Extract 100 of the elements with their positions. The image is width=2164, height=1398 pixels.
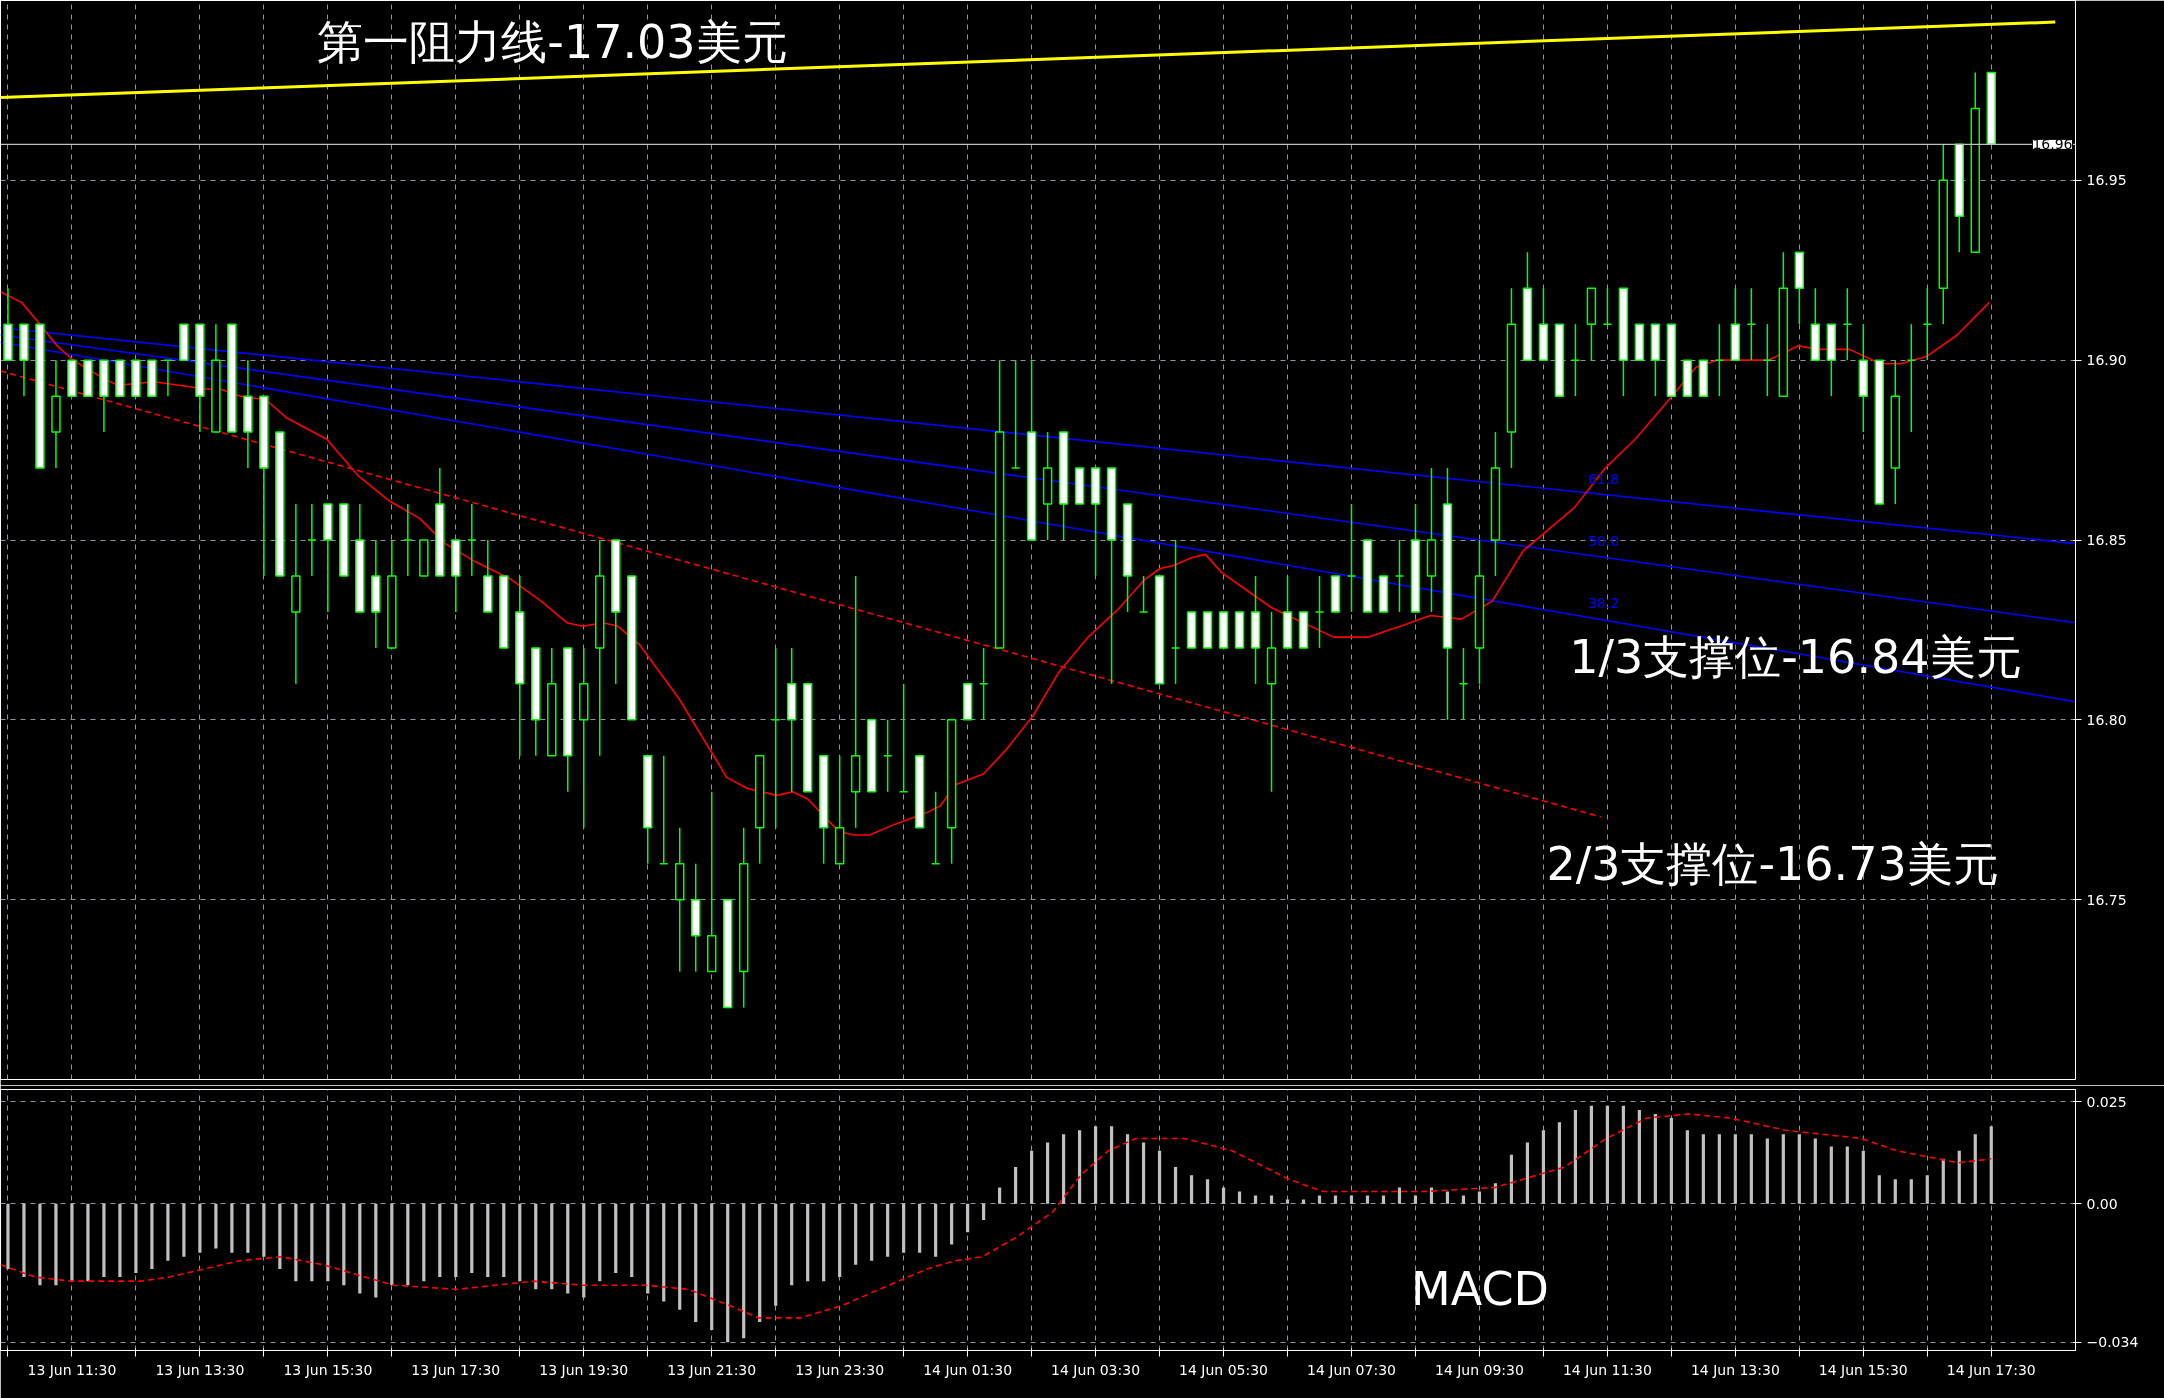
bar xyxy=(198,1203,202,1253)
bar xyxy=(1349,1195,1354,1204)
bar xyxy=(150,1203,154,1269)
x-tick-label: 14 Jun 07:30 xyxy=(1307,1361,1396,1378)
bar xyxy=(470,1203,474,1274)
x-tick-label: 14 Jun 11:30 xyxy=(1562,1361,1652,1378)
bar xyxy=(1877,1175,1881,1204)
annotation: 第一阻力线-17.03美元 xyxy=(317,14,788,69)
bar xyxy=(422,1203,426,1282)
y-tick-label: −0.034 xyxy=(2086,1334,2139,1351)
bar xyxy=(6,1203,10,1269)
bar xyxy=(22,1203,26,1278)
bar xyxy=(1893,1179,1897,1204)
bar xyxy=(1957,1150,1961,1204)
bar xyxy=(678,1203,682,1310)
bar xyxy=(1046,1142,1050,1204)
bar xyxy=(102,1203,106,1278)
bar xyxy=(534,1203,538,1290)
bar xyxy=(726,1203,730,1343)
bar xyxy=(1333,1195,1338,1204)
bar xyxy=(582,1203,586,1298)
bar xyxy=(358,1203,362,1294)
bar xyxy=(822,1203,826,1282)
bar xyxy=(550,1203,554,1290)
bar xyxy=(1173,1166,1178,1204)
bar xyxy=(70,1203,74,1282)
x-tick-label: 14 Jun 13:30 xyxy=(1690,1361,1780,1378)
bar xyxy=(758,1203,762,1322)
x-tick-label: 14 Jun 01:30 xyxy=(923,1361,1013,1378)
x-tick-label: 13 Jun 23:30 xyxy=(795,1361,885,1378)
bar xyxy=(502,1203,506,1278)
bar xyxy=(518,1203,522,1282)
ref-line-label: 16.96 xyxy=(2032,136,2073,153)
bar xyxy=(1765,1138,1769,1204)
bar xyxy=(598,1203,602,1282)
bar xyxy=(1845,1146,1849,1204)
bar xyxy=(870,1203,874,1261)
bar xyxy=(1030,1150,1034,1204)
bar xyxy=(966,1203,970,1233)
bar xyxy=(214,1203,218,1249)
bar xyxy=(774,1203,778,1306)
bar xyxy=(1525,1142,1530,1204)
annotation: MACD xyxy=(1411,1262,1549,1317)
bar xyxy=(406,1203,410,1286)
x-tick-label: 14 Jun 03:30 xyxy=(1051,1361,1141,1378)
bar xyxy=(86,1203,90,1282)
bar xyxy=(886,1203,890,1257)
bar xyxy=(1093,1126,1098,1204)
bar xyxy=(1189,1175,1194,1204)
bar xyxy=(1125,1134,1130,1204)
bar xyxy=(710,1203,714,1331)
bar xyxy=(390,1203,394,1286)
bar xyxy=(1014,1166,1018,1204)
bar xyxy=(118,1203,122,1278)
y-tick-label: 0.025 xyxy=(2086,1093,2127,1110)
bar xyxy=(326,1203,330,1282)
y-tick-label: 16.95 xyxy=(2086,172,2127,189)
bar xyxy=(998,1187,1002,1204)
bar xyxy=(1733,1134,1737,1204)
bar xyxy=(1909,1179,1913,1204)
bar xyxy=(1317,1195,1322,1204)
bar xyxy=(1061,1134,1066,1204)
bar xyxy=(1621,1105,1625,1204)
bar xyxy=(1781,1134,1785,1204)
bar xyxy=(342,1203,346,1286)
bar xyxy=(790,1203,794,1286)
bar xyxy=(662,1203,666,1302)
bar xyxy=(1269,1195,1274,1204)
bar xyxy=(246,1203,250,1253)
bar xyxy=(1285,1199,1290,1204)
bar xyxy=(1861,1150,1865,1204)
bar xyxy=(1445,1191,1450,1204)
bar xyxy=(1301,1199,1306,1204)
bar xyxy=(806,1203,810,1282)
bar xyxy=(310,1203,314,1282)
bar xyxy=(486,1203,490,1278)
bar xyxy=(1157,1150,1162,1204)
bar xyxy=(902,1203,906,1253)
x-tick-label: 14 Jun 05:30 xyxy=(1179,1361,1268,1378)
bar xyxy=(1925,1175,1929,1204)
x-tick-label: 14 Jun 09:30 xyxy=(1434,1361,1524,1378)
bar xyxy=(134,1203,138,1274)
x-tick-label: 14 Jun 15:30 xyxy=(1818,1361,1908,1378)
bar xyxy=(918,1203,922,1253)
bar xyxy=(646,1203,650,1294)
bar xyxy=(1717,1134,1721,1204)
x-tick-label: 14 Jun 17:30 xyxy=(1946,1361,2036,1378)
bar xyxy=(630,1203,634,1278)
bar xyxy=(838,1203,842,1278)
y-tick-label: 16.90 xyxy=(2086,352,2127,369)
bar xyxy=(1365,1195,1370,1204)
bar xyxy=(1589,1105,1593,1204)
bar xyxy=(1221,1187,1226,1204)
bar xyxy=(566,1203,570,1294)
bar xyxy=(1637,1109,1641,1204)
bar xyxy=(182,1203,186,1257)
y-tick-label: 16.85 xyxy=(2086,532,2127,548)
bar xyxy=(1541,1130,1546,1204)
bar xyxy=(982,1203,986,1220)
bar xyxy=(1685,1130,1689,1204)
